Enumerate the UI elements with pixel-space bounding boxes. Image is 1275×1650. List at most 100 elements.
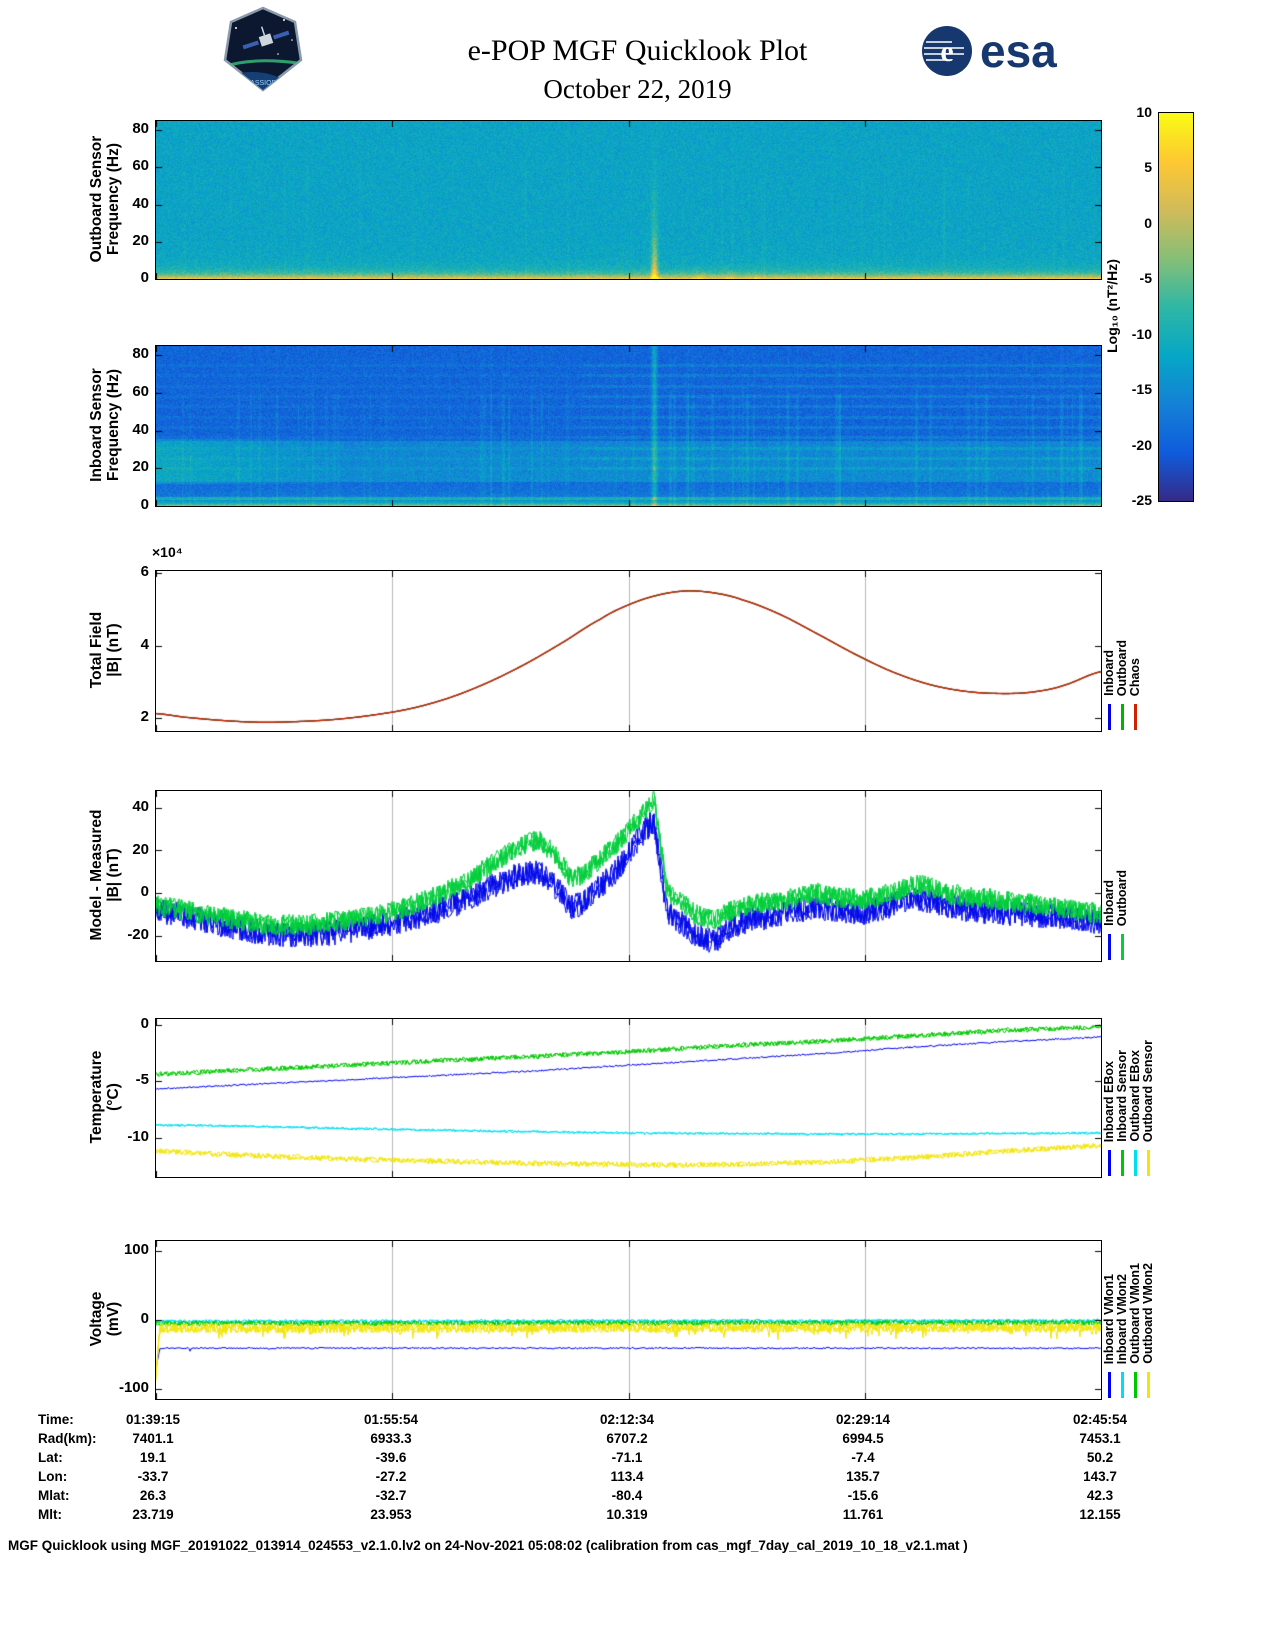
y-tick-label: 0 — [140, 883, 149, 900]
legend-line-sample — [1146, 1150, 1150, 1176]
legend-line-sample — [1107, 934, 1111, 960]
table-cell: 50.2 — [1086, 1450, 1114, 1465]
y-tick-label: 0 — [140, 1014, 149, 1032]
table-row: Mlt: 23.719 23.953 10.319 11.761 12.155 — [0, 1507, 1275, 1526]
table-row-label: Lat: — [38, 1450, 63, 1465]
temperature-plot — [155, 1018, 1102, 1178]
legend-item-label: Inboard VMon1 — [1102, 1273, 1116, 1364]
legend-line-sample — [1120, 934, 1124, 960]
table-cell: 135.7 — [846, 1469, 880, 1484]
legend-line-sample — [1146, 1372, 1150, 1398]
table-row: Lon: -33.7 -27.2 113.4 135.7 143.7 — [0, 1469, 1275, 1488]
legend-entry: Inboard VMon1 — [1102, 1240, 1116, 1416]
satellite-icon — [242, 26, 290, 50]
table-cell: 6994.5 — [842, 1431, 884, 1446]
legend-item-label: Outboard VMon1 — [1128, 1263, 1142, 1364]
colorbar-tick-label: -15 — [1131, 381, 1152, 398]
legend-entry: Outboard VMon2 — [1141, 1240, 1155, 1416]
colorbar-tick-label: -5 — [1139, 270, 1152, 287]
legend-item-label: Inboard — [1102, 650, 1116, 696]
table-cell: -27.2 — [375, 1469, 407, 1484]
legend-item-label: Outboard Sensor — [1141, 1039, 1155, 1142]
y-tick-label: 0 — [140, 1310, 149, 1327]
table-cell: -71.1 — [611, 1450, 643, 1465]
legend-entry: Chaos — [1128, 570, 1142, 748]
table-cell: 02:45:54 — [1072, 1412, 1128, 1427]
legend-model_minus_measured: Inboard Outboard — [1102, 790, 1173, 960]
legend-item-label: Outboard — [1115, 639, 1129, 696]
figure-title: e-POP MGF Quicklook Plot — [467, 34, 808, 67]
table-cell: 26.3 — [139, 1488, 167, 1503]
total-field-plot — [155, 570, 1102, 732]
legend-entry: Outboard EBox — [1128, 1018, 1142, 1194]
colorbar-gradient — [1158, 112, 1194, 502]
y-tick-label: 0 — [140, 496, 149, 513]
y-tick-label: 100 — [123, 1241, 149, 1259]
y-tick-label: 80 — [132, 345, 149, 363]
outboard-spectrogram — [155, 120, 1102, 280]
colorbar-tick-label: 5 — [1144, 159, 1152, 176]
legend-entry: Outboard Sensor — [1141, 1018, 1155, 1194]
y-tick-label: 40 — [132, 194, 149, 212]
legend-line-sample — [1133, 1372, 1137, 1398]
badge-mission-name: CASSIOPE — [245, 80, 281, 87]
voltage-plot — [155, 1240, 1102, 1400]
legend-temperature: Inboard EBox Inboard Sensor Outboard EBox O… — [1102, 1018, 1173, 1176]
y-tick-label: 60 — [132, 157, 149, 175]
legend-entry: Inboard — [1102, 570, 1116, 748]
table-row-label: Time: — [38, 1412, 74, 1427]
table-cell: 01:55:54 — [363, 1412, 419, 1427]
legend-item-label: Chaos — [1128, 657, 1142, 696]
legend-voltage: Inboard VMon1 Inboard VMon2 Outboard VMon1… — [1102, 1240, 1173, 1398]
table-cell: 02:29:14 — [835, 1412, 891, 1427]
y-tick-label: 4 — [140, 635, 149, 653]
legend-item-label: Inboard Sensor — [1115, 1050, 1129, 1142]
table-cell: 6707.2 — [606, 1431, 648, 1446]
table-cell: 19.1 — [139, 1450, 167, 1465]
model-minus-measured-plot — [155, 790, 1102, 962]
legend-entry: Outboard VMon1 — [1128, 1240, 1142, 1416]
legend-line-sample — [1107, 1372, 1111, 1398]
colorbar-label: Log₁₀ (nT²/Hz) — [1104, 259, 1120, 353]
table-cell: 7453.1 — [1079, 1431, 1121, 1446]
colorbar-tick-label: -10 — [1131, 325, 1152, 342]
legend-entry: Inboard VMon2 — [1115, 1240, 1129, 1416]
legend-entry: Inboard — [1102, 790, 1116, 978]
table-row-label: Rad(km): — [38, 1431, 97, 1446]
y-tick-label: 6 — [140, 562, 149, 580]
legend-item-label: Outboard VMon2 — [1141, 1263, 1155, 1364]
legend-item-label: Outboard — [1115, 869, 1129, 926]
svg-text:e: e — [940, 35, 953, 68]
legend-line-sample — [1120, 1372, 1124, 1398]
y-tick-label: 20 — [132, 458, 149, 476]
y-tick-label: 2 — [140, 708, 149, 726]
table-row-label: Lon: — [38, 1469, 68, 1484]
table-cell: 10.319 — [606, 1507, 648, 1522]
table-cell: -15.6 — [847, 1488, 879, 1503]
table-cell: 6933.3 — [370, 1431, 412, 1446]
table-cell: 12.155 — [1079, 1507, 1121, 1522]
legend-entry: Inboard EBox — [1102, 1018, 1116, 1194]
table-row-label: Mlat: — [38, 1488, 70, 1503]
esa-emblem-icon: e — [922, 26, 972, 76]
legend-item-label: Inboard VMon2 — [1115, 1273, 1129, 1364]
y-tick-label: 40 — [132, 420, 149, 438]
legend-line-sample — [1133, 704, 1137, 730]
table-row: Time: 01:39:15 01:55:54 02:12:34 02:29:14 02:… — [0, 1412, 1275, 1431]
y-tick-label: 20 — [132, 840, 149, 858]
legend-total_field: Inboard Outboard Chaos — [1102, 570, 1173, 730]
legend-line-sample — [1133, 1150, 1137, 1176]
table-cell: -39.6 — [375, 1450, 407, 1465]
colorbar-tick-label: 0 — [1144, 214, 1152, 231]
table-cell: 23.953 — [370, 1507, 412, 1522]
y-tick-label: -20 — [127, 925, 149, 943]
table-cell: 02:12:34 — [599, 1412, 655, 1427]
table-cell: 113.4 — [610, 1469, 644, 1484]
table-row: Mlat: 26.3 -32.7 -80.4 -15.6 42.3 — [0, 1488, 1275, 1507]
y-tick-label: 80 — [132, 120, 149, 138]
table-cell: 42.3 — [1086, 1488, 1114, 1503]
table-cell: 23.719 — [132, 1507, 174, 1522]
table-cell: 01:39:15 — [125, 1412, 181, 1427]
table-cell: -32.7 — [375, 1488, 407, 1503]
